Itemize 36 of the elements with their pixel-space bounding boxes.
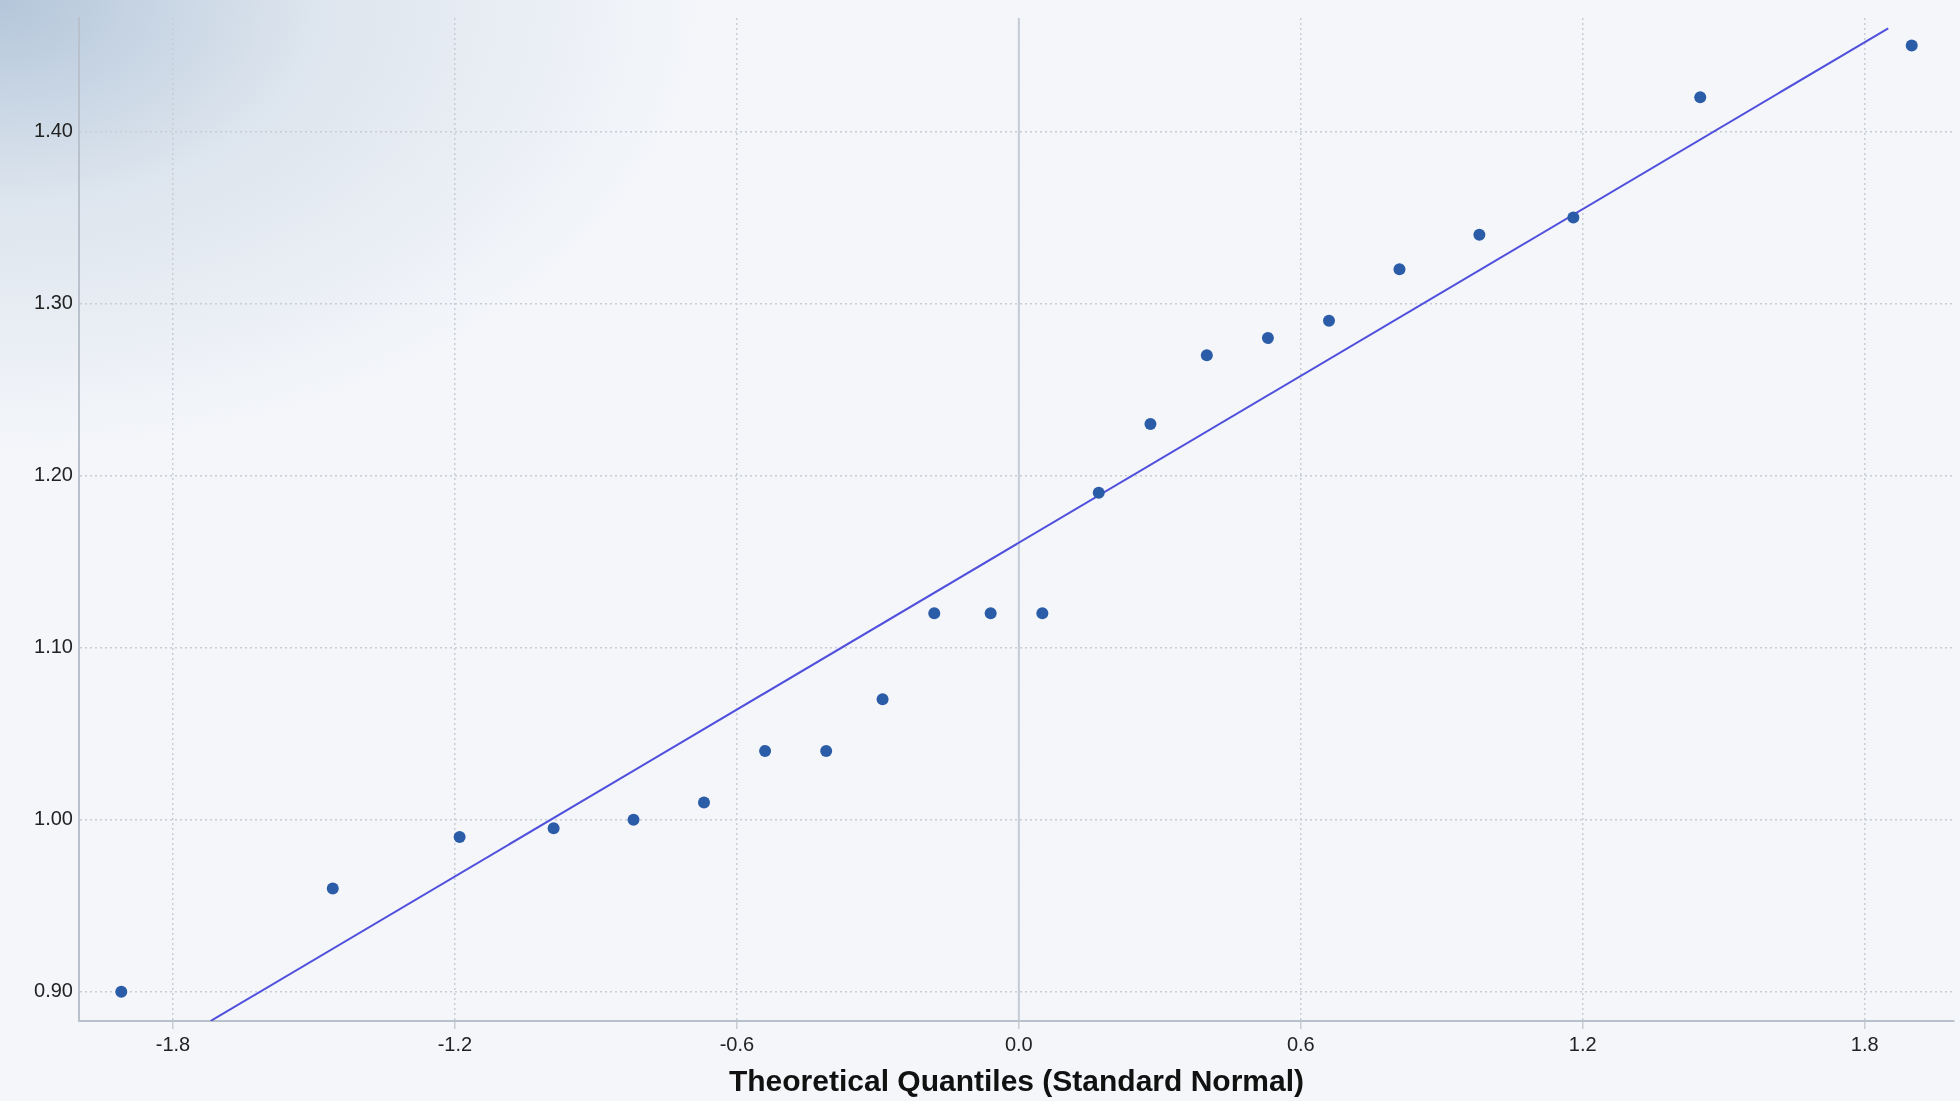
y-tick-label: 1.00: [34, 807, 73, 830]
point: [1567, 211, 1580, 224]
point: [115, 985, 128, 998]
point: [820, 744, 833, 757]
point: [1694, 91, 1707, 104]
point: [1393, 263, 1406, 276]
point: [1092, 486, 1105, 499]
y-tick-label: 0.90: [34, 979, 73, 1002]
point: [1323, 314, 1335, 327]
y-tick-label: 1.30: [34, 291, 73, 314]
point: [1036, 607, 1049, 620]
x-tick-label: 0.0: [1004, 1032, 1033, 1055]
x-tick-label: -1.8: [155, 1032, 191, 1055]
x-tick-label: 1.8: [1850, 1032, 1879, 1055]
point: [547, 822, 560, 835]
point: [1473, 228, 1486, 241]
point: [1144, 418, 1157, 431]
point: [984, 607, 997, 620]
x-tick-label: 0.6: [1286, 1032, 1315, 1055]
point: [698, 796, 710, 809]
x-tick-label: -1.2: [437, 1032, 473, 1055]
x-tick-label: 1.2: [1568, 1032, 1597, 1055]
point: [876, 693, 889, 706]
point: [1200, 349, 1213, 362]
y-tick-label: 1.20: [34, 463, 73, 486]
x-axis-title: Theoretical Quantiles (Standard Normal): [728, 1064, 1305, 1098]
point: [1261, 332, 1274, 344]
x-tick-label: -0.6: [719, 1032, 755, 1055]
point: [627, 813, 640, 826]
point: [326, 882, 339, 895]
y-tick-label: 1.40: [34, 119, 73, 142]
point: [928, 607, 941, 620]
point: [1905, 39, 1918, 52]
point: [453, 830, 466, 843]
point: [759, 744, 772, 757]
y-tick-label: 1.10: [34, 635, 73, 658]
